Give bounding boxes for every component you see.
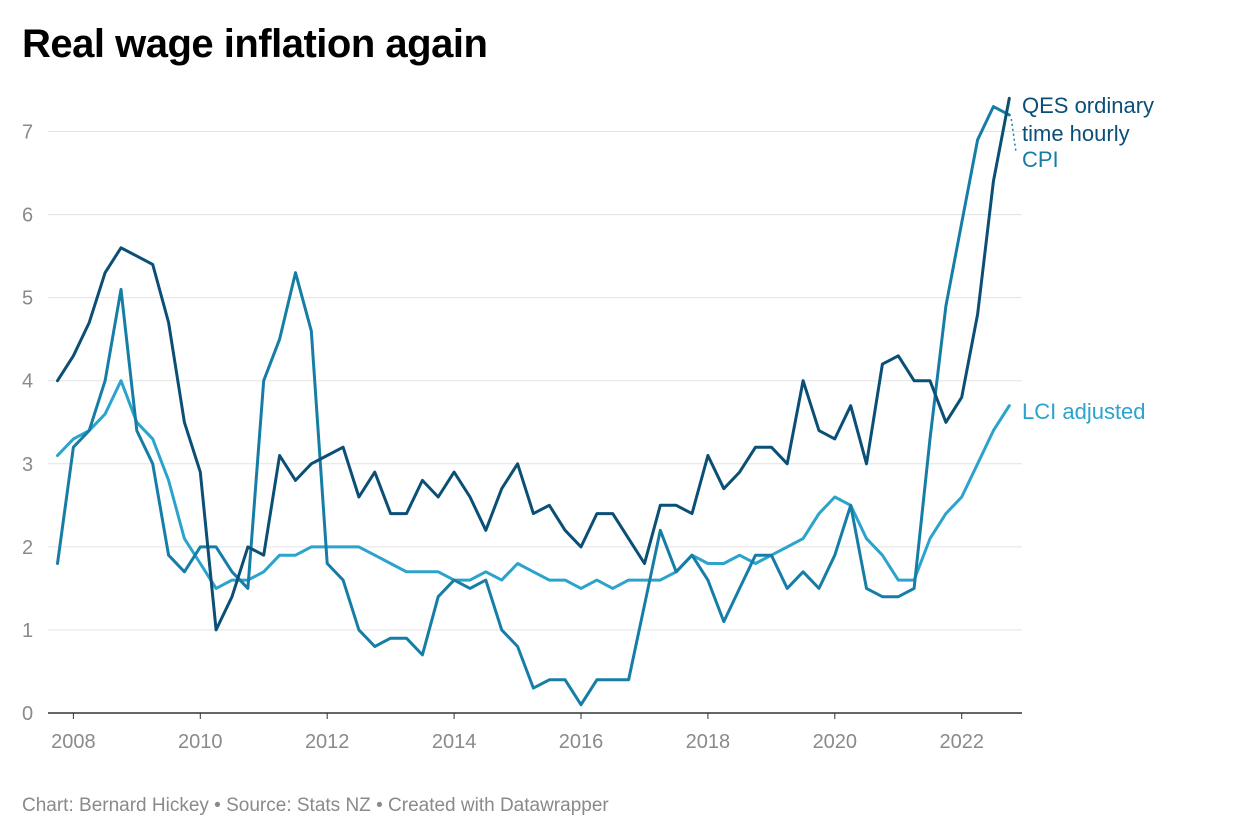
chart-footer: Chart: Bernard Hickey • Source: Stats NZ… [22,795,609,817]
x-axis-ticks: 2008 2010 2012 2014 2016 2018 2020 2022 [51,713,984,753]
footer-created-with: Created with Datawrapper [388,795,609,816]
y-tick-label: 4 [22,371,33,393]
x-tick-label: 2020 [813,731,858,753]
y-tick-label: 7 [22,122,33,144]
footer-chart-credit: Chart: Bernard Hickey [22,795,209,816]
series-lines [56,96,1011,707]
series-label-lci-adjusted: LCI adjusted [1022,399,1146,424]
gridlines [48,131,1022,714]
y-tick-label: 1 [22,620,33,642]
y-tick-label: 5 [22,288,33,310]
series-label-qes-ordinary-time-hourly: QES ordinary time hourly [1022,93,1154,146]
series-line-qes-ordinary-time-hourly [56,96,1011,632]
chart-title: Real wage inflation again [22,22,488,66]
y-tick-label: 0 [22,703,33,725]
y-tick-label: 3 [22,454,33,476]
x-tick-label: 2008 [51,731,96,753]
y-tick-label: 2 [22,537,33,559]
x-tick-label: 2010 [178,731,223,753]
x-tick-label: 2016 [559,731,604,753]
x-tick-label: 2014 [432,731,477,753]
y-axis-ticks: 0 1 2 3 4 5 6 7 [22,122,33,725]
footer-separator: • [370,795,389,816]
footer-source: Source: Stats NZ [226,795,371,816]
x-tick-label: 2018 [686,731,731,753]
footer-separator: • [208,795,227,816]
y-tick-label: 6 [22,205,33,227]
series-label-cpi: CPI [1022,147,1059,172]
cpi-label-connector [1010,118,1017,153]
x-tick-label: 2022 [939,731,984,753]
x-tick-label: 2012 [305,731,350,753]
series-line-cpi [56,105,1011,707]
